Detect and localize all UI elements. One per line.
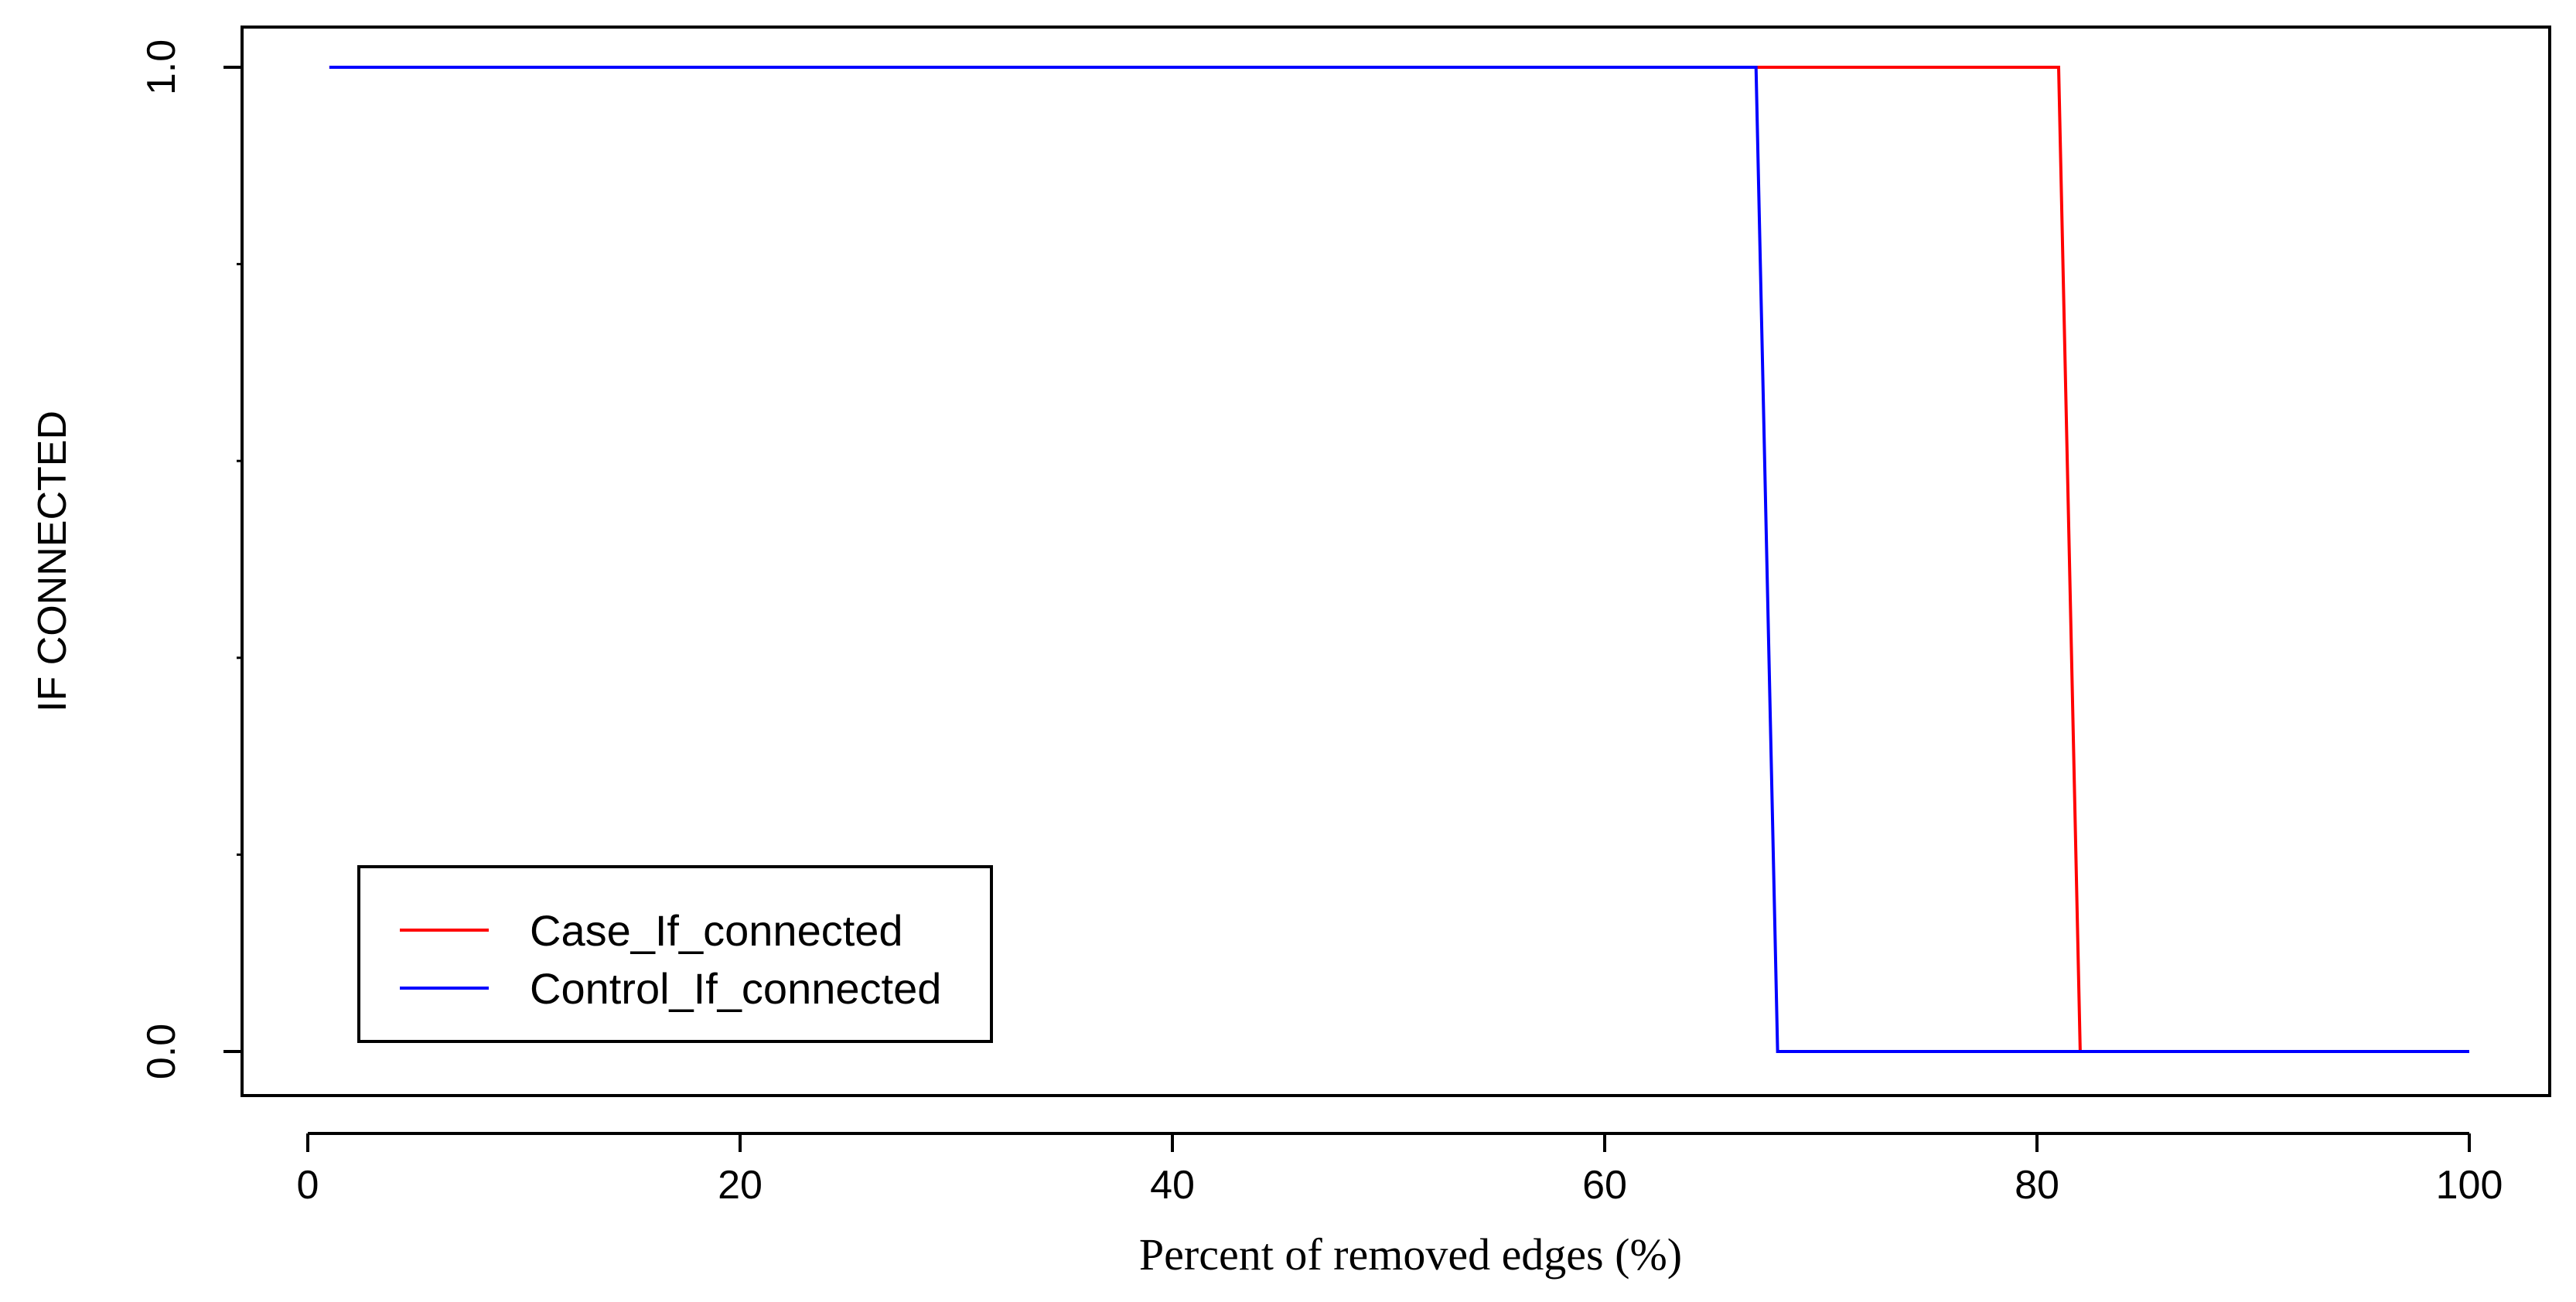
- legend-label: Control_If_connected: [530, 964, 941, 1013]
- x-axis: 0 20 40 60 80 100: [297, 1132, 2503, 1208]
- y-axis-title: IF CONNECTED: [30, 411, 75, 712]
- x-tick-label: 40: [1150, 1163, 1195, 1208]
- x-tick-label: 100: [2436, 1163, 2503, 1208]
- legend-label: Case_If_connected: [530, 906, 903, 955]
- x-tick-label: 60: [1582, 1163, 1627, 1208]
- x-tick-label: 20: [718, 1163, 763, 1208]
- legend-box: [357, 865, 993, 1043]
- legend: Case_If_connected Control_If_connected: [357, 865, 993, 1043]
- series-line-control-if-connected: [329, 66, 2469, 1053]
- x-tick-label: 0: [297, 1163, 319, 1208]
- series-layer: [329, 66, 2469, 1053]
- x-axis-title: Percent of removed edges (%): [1139, 1229, 1682, 1280]
- x-tick-label: 80: [2015, 1163, 2059, 1208]
- y-axis: 0.0 1.0: [139, 39, 244, 1079]
- y-tick-label: 1.0: [139, 39, 184, 95]
- y-tick-label: 0.0: [139, 1024, 184, 1079]
